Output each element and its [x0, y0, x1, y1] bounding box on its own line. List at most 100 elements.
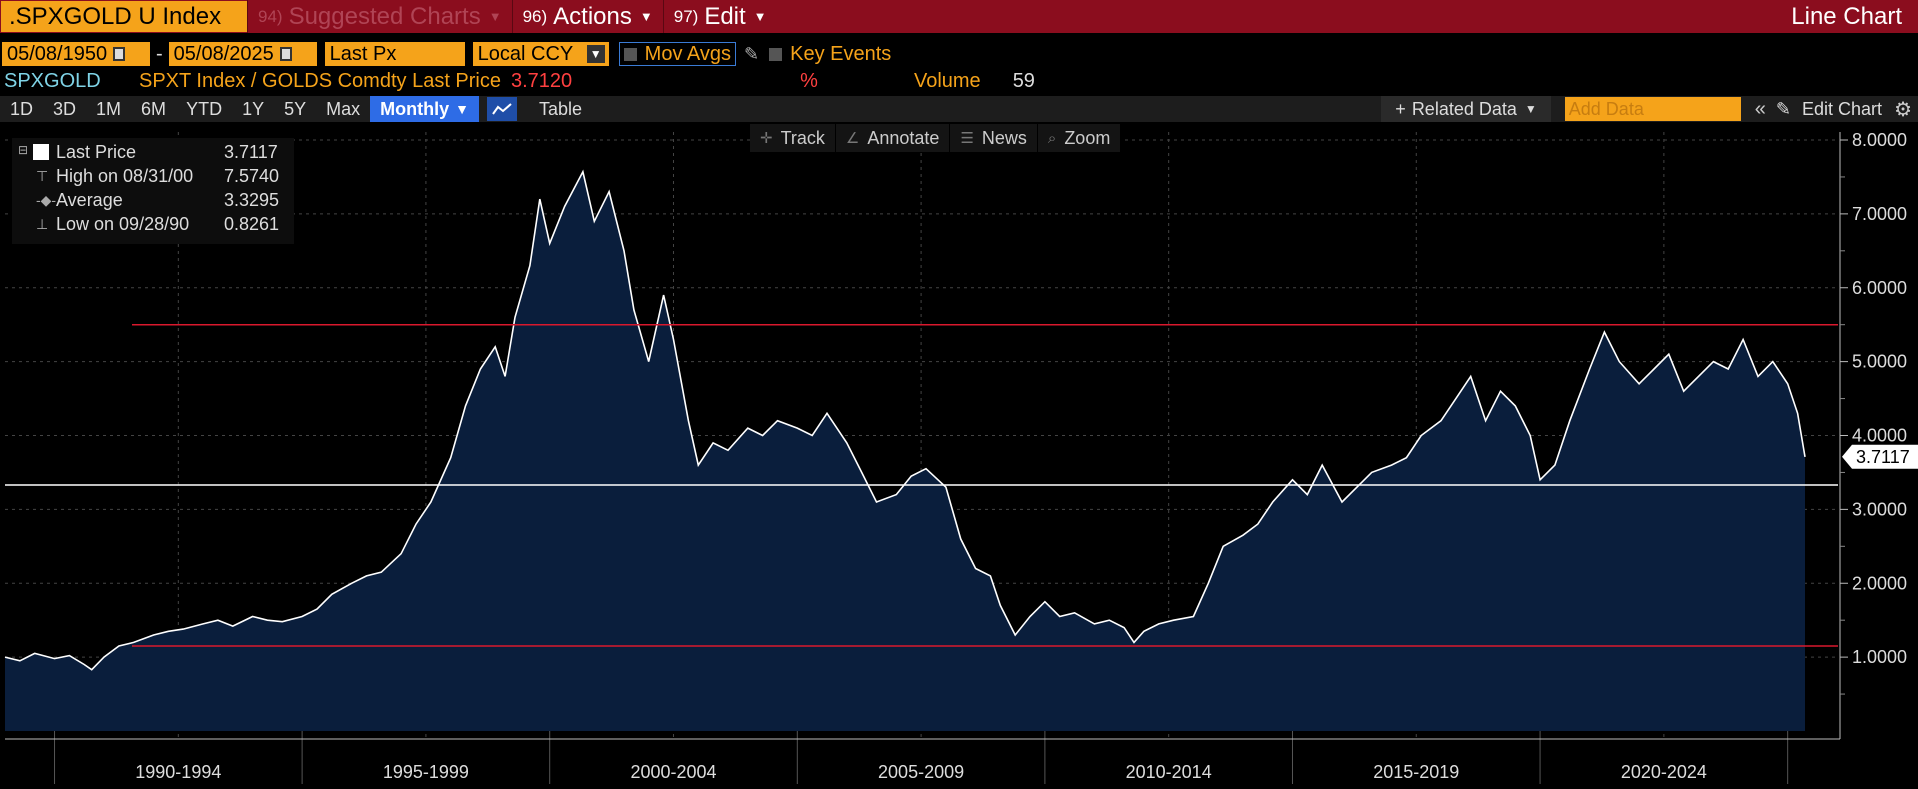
legend-last-price[interactable]: ⊟ Last Price 3.7117 [12, 140, 294, 164]
date-dash: - [156, 42, 163, 65]
track-tool[interactable]: ✛ Track [750, 124, 836, 152]
edit-button[interactable]: 97) Edit ▼ [662, 0, 777, 33]
period-ytd[interactable]: YTD [186, 98, 223, 119]
related-data-label: Related Data [1411, 98, 1517, 119]
related-data-button[interactable]: + Related Data ▼ [1381, 96, 1551, 122]
end-date-value: 05/08/2025 [173, 42, 274, 65]
legend-low: ⊥ Low on 09/28/90 0.8261 [12, 212, 294, 236]
legend-high: ⊤ High on 08/31/00 7.5740 [12, 164, 294, 188]
legend-low-label: Low on 09/28/90 [56, 213, 190, 234]
period-toolbar: 1D 3D 1M 6M YTD 1Y 5Y Max Monthly ▼ Tabl… [0, 96, 1918, 122]
edit-chart-label: Edit Chart [1802, 98, 1883, 119]
security-description: SPXT Index / GOLDS Comdty Last Price [139, 69, 501, 92]
price-area [5, 171, 1805, 732]
add-data-input[interactable]: Add Data [1564, 97, 1741, 121]
edit-chart-button[interactable]: ✎ Edit Chart [1776, 99, 1882, 120]
period-1m[interactable]: 1M [96, 98, 122, 119]
annotate-tool[interactable]: ∠ Annotate [836, 124, 951, 152]
news-label: News [981, 127, 1027, 148]
actions-num: 96) [522, 6, 548, 26]
y-tick-label: 7.0000 [1852, 204, 1907, 224]
zoom-label: Zoom [1064, 127, 1111, 148]
frequency-label: Monthly [380, 98, 450, 119]
currency-value: Local CCY [477, 42, 574, 65]
mov-avgs-toggle[interactable]: Mov Avgs [618, 42, 737, 66]
percent-indicator: % [800, 69, 818, 92]
currency-select[interactable]: Local CCY ▼ [472, 42, 609, 66]
ticker-input[interactable]: .SPXGOLD U Index [1, 1, 247, 32]
security-info-row: SPXGOLD SPXT Index / GOLDS Comdty Last P… [0, 68, 1918, 94]
average-marker-icon: -◆- [36, 191, 57, 208]
period-max[interactable]: Max [326, 98, 361, 119]
double-chevron-left-icon[interactable]: « [1754, 97, 1766, 120]
chevron-down-icon: ▼ [586, 45, 605, 63]
table-button[interactable]: Table [539, 98, 583, 119]
legend-average-label: Average [56, 189, 123, 210]
y-tick-label: 3.0000 [1852, 499, 1907, 519]
suggested-charts-button[interactable]: 94) Suggested Charts ▼ [247, 0, 512, 33]
actions-button[interactable]: 96) Actions ▼ [511, 0, 663, 33]
x-tick-label: 2000-2004 [630, 762, 716, 782]
key-events-label: Key Events [790, 42, 892, 65]
period-6m[interactable]: 6M [141, 98, 167, 119]
period-1y[interactable]: 1Y [242, 98, 265, 119]
annotate-icon: ∠ [845, 130, 860, 147]
last-value-label: 3.7117 [1842, 444, 1918, 469]
line-chart-icon[interactable] [487, 97, 517, 121]
start-date-field[interactable]: 05/08/1950 [2, 42, 150, 66]
zoom-tool[interactable]: ⌕ Zoom [1038, 124, 1122, 152]
y-axis-ticks: 1.0000 2.0000 3.0000 4.0000 5.0000 6.0000 7.00… [1840, 130, 1907, 695]
volume-value: 59 [1012, 69, 1035, 92]
pencil-icon: ✎ [1775, 98, 1791, 119]
collapse-icon[interactable]: ⊟ [18, 143, 29, 157]
edit-label: Edit [704, 2, 746, 30]
y-tick-label: 2.0000 [1852, 573, 1907, 593]
y-tick-label: 8.0000 [1852, 130, 1907, 150]
chevron-down-icon: ▼ [639, 9, 653, 24]
x-tick-label: 1990-1994 [135, 762, 221, 782]
suggested-label: Suggested Charts [288, 2, 481, 30]
gear-icon[interactable]: ⚙ [1894, 98, 1912, 121]
legend-high-value: 7.5740 [224, 165, 280, 186]
pencil-icon[interactable]: ✎ [744, 43, 760, 64]
legend-swatch [33, 144, 49, 160]
news-icon: ☰ [960, 130, 974, 147]
legend-average-value: 3.3295 [224, 189, 280, 210]
chart-legend: ⊟ Last Price 3.7117 ⊤ High on 08/31/00 7… [12, 138, 294, 244]
legend-high-label: High on 08/31/00 [56, 165, 194, 186]
chevron-down-icon: ▼ [1524, 102, 1537, 116]
legend-last-price-label: Last Price [56, 141, 137, 162]
chevron-down-icon: ▼ [488, 9, 502, 24]
end-date-field[interactable]: 05/08/2025 [168, 42, 317, 66]
calendar-icon[interactable] [113, 47, 126, 61]
chevron-down-icon: ▼ [455, 101, 469, 117]
chevron-down-icon: ▼ [753, 9, 767, 24]
suggested-num: 94) [258, 6, 283, 26]
period-3d[interactable]: 3D [53, 98, 77, 119]
x-tick-label: 2010-2014 [1126, 762, 1212, 782]
price-field-select[interactable]: Last Px [324, 42, 465, 66]
legend-low-value: 0.8261 [224, 213, 280, 234]
checkbox-icon[interactable] [769, 47, 783, 61]
x-tick-label: 2005-2009 [878, 762, 964, 782]
period-5y[interactable]: 5Y [284, 98, 307, 119]
price-field-value: Last Px [329, 42, 397, 65]
last-value-text: 3.7117 [1856, 447, 1910, 467]
x-tick-label: 2020-2024 [1621, 762, 1707, 782]
low-marker-icon: ⊥ [36, 215, 49, 232]
security-code: SPXGOLD [4, 69, 101, 92]
news-tool[interactable]: ☰ News [950, 124, 1038, 152]
checkbox-icon[interactable] [623, 47, 637, 61]
calendar-icon[interactable] [279, 47, 292, 61]
y-tick-label: 1.0000 [1852, 647, 1907, 667]
mov-avgs-label: Mov Avgs [644, 42, 732, 65]
start-date-value: 05/08/1950 [7, 42, 108, 65]
last-value-tag [1842, 444, 1918, 469]
x-axis-labels: 1990-1994 1995-1999 2000-2004 2005-2009 2010… [135, 762, 1707, 782]
price-chart[interactable]: 1.0000 2.0000 3.0000 4.0000 5.0000 6.0000 7.00… [0, 124, 1918, 789]
x-tick-label: 2015-2019 [1373, 762, 1459, 782]
annotate-label: Annotate [867, 127, 940, 148]
frequency-select[interactable]: Monthly ▼ [370, 96, 479, 122]
key-events-toggle[interactable]: Key Events [769, 43, 891, 66]
period-1d[interactable]: 1D [10, 98, 34, 119]
